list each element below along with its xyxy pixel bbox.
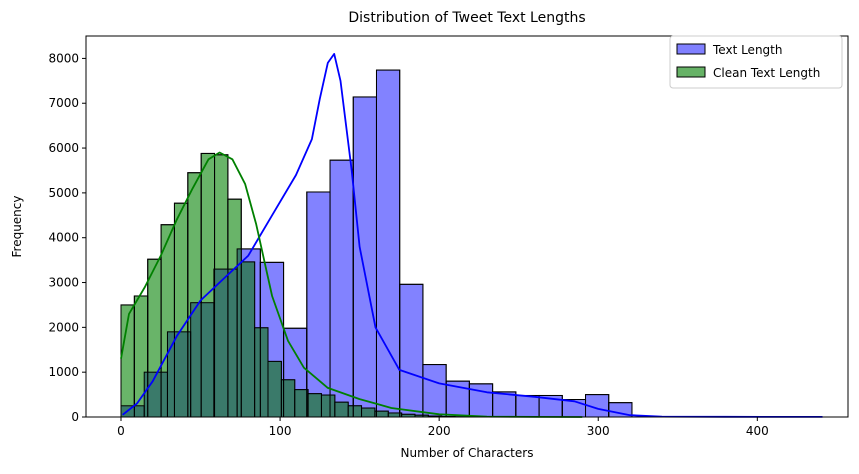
overlap-bar — [144, 372, 147, 417]
legend-label: Text Length — [712, 43, 782, 57]
y-tick-label: 6000 — [48, 141, 79, 155]
overlap-bar — [295, 390, 307, 417]
overlap-bar — [353, 406, 361, 417]
x-tick-label: 100 — [269, 424, 292, 438]
overlap-bar — [284, 380, 295, 417]
overlap-bar — [134, 406, 144, 417]
x-axis-label: Number of Characters — [401, 446, 534, 460]
x-tick-label: 0 — [117, 424, 125, 438]
y-tick-label: 4000 — [48, 231, 79, 245]
y-tick-label: 5000 — [48, 186, 79, 200]
overlap-bar — [348, 406, 353, 417]
legend-swatch — [677, 44, 705, 54]
overlap-bar — [228, 269, 237, 417]
overlap-bar — [335, 402, 348, 417]
y-tick-label: 7000 — [48, 96, 79, 110]
overlap-bar — [260, 328, 268, 417]
y-axis-label: Frequency — [10, 196, 24, 258]
x-tick-label: 300 — [587, 424, 610, 438]
histogram-bar — [493, 392, 516, 417]
histogram-bar — [516, 395, 539, 417]
x-tick-label: 200 — [428, 424, 451, 438]
y-tick-label: 8000 — [48, 51, 79, 65]
overlap-bar — [161, 372, 167, 417]
y-tick-label: 3000 — [48, 276, 79, 290]
overlap-bar — [268, 361, 281, 417]
legend: Text Length Clean Text Length — [670, 36, 842, 88]
overlap-bar — [201, 303, 214, 417]
overlap-bar — [330, 395, 335, 417]
histogram-bar — [423, 365, 446, 417]
y-tick-label: 0 — [71, 410, 79, 424]
overlap-bar — [237, 249, 241, 417]
overlap-bar — [388, 413, 399, 417]
legend-swatch — [677, 67, 705, 77]
overlap-bar — [215, 269, 228, 417]
histogram-bar — [353, 97, 376, 417]
series-layer — [121, 54, 823, 417]
overlap-bar — [167, 332, 174, 417]
histogram-bar — [330, 160, 353, 417]
y-tick-label: 2000 — [48, 320, 79, 334]
overlap-bar — [255, 328, 261, 417]
overlap-bar — [174, 332, 187, 417]
y-tick-label: 1000 — [48, 365, 79, 379]
overlap-bar — [191, 303, 201, 417]
x-tick-label: 400 — [746, 424, 769, 438]
overlap-bar — [308, 394, 321, 417]
overlap-bar — [376, 411, 388, 417]
legend-label: Clean Text Length — [713, 66, 820, 80]
overlap-bar — [321, 395, 330, 417]
histogram-bar — [307, 192, 330, 417]
histogram-bar — [400, 284, 423, 417]
overlap-bar — [241, 262, 254, 417]
overlap-bar — [362, 408, 375, 417]
chart-title: Distribution of Tweet Text Lengths — [348, 10, 585, 26]
